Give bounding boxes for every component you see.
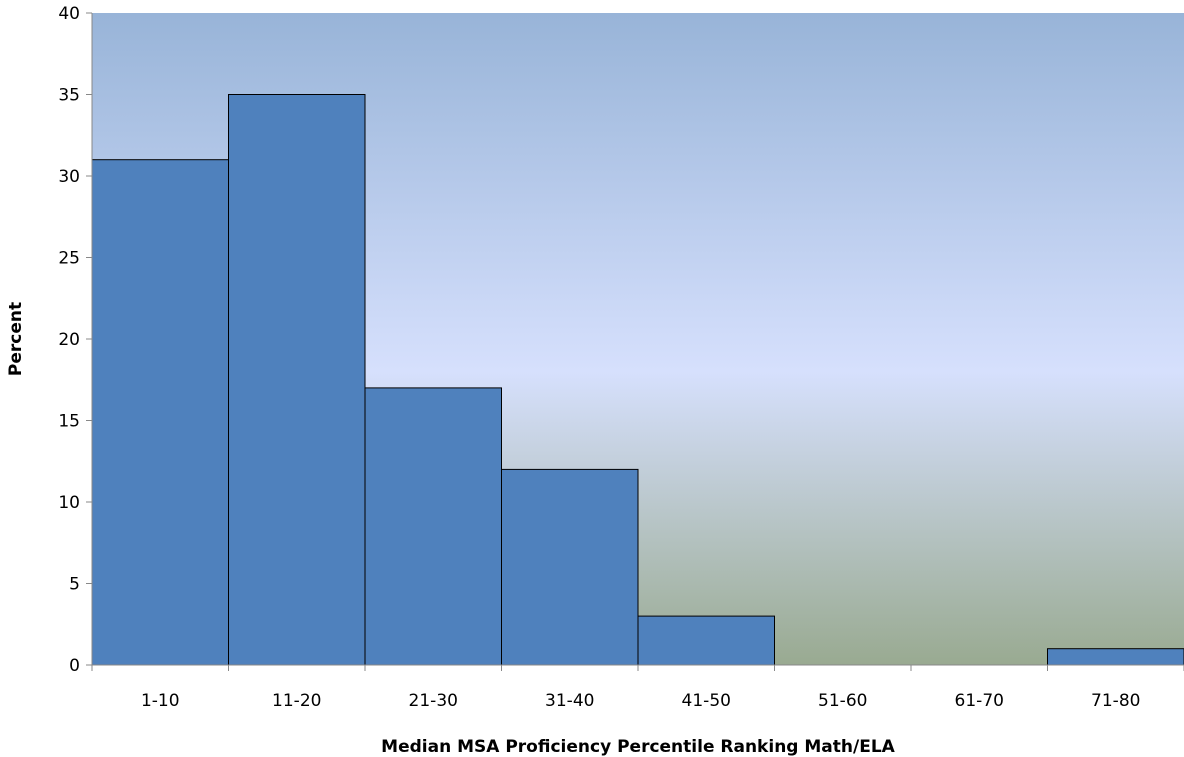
y-tick-label: 20 <box>58 330 80 350</box>
x-axis-ticks: 1-10 11-20 21-30 31-40 41-50 51-60 61-70 71-80 <box>92 665 1184 711</box>
y-tick-label: 40 <box>58 4 80 24</box>
x-tick-label-51-60: 51-60 <box>818 691 867 711</box>
y-tick-label: 25 <box>58 249 80 269</box>
x-tick-label-21-30: 21-30 <box>409 691 458 711</box>
bar-11-20 <box>229 95 366 666</box>
bar-21-30 <box>365 388 502 665</box>
x-axis-title: Median MSA Proficiency Percentile Rankin… <box>381 737 895 757</box>
x-tick-label-71-80: 71-80 <box>1091 691 1140 711</box>
x-tick-label-1-10: 1-10 <box>141 691 180 711</box>
y-axis-ticks: 0 5 10 15 20 25 30 35 40 <box>58 4 92 676</box>
bar-71-80 <box>1048 649 1184 665</box>
y-tick-label: 5 <box>69 575 80 595</box>
bar-31-40 <box>502 469 639 665</box>
x-tick-label-41-50: 41-50 <box>682 691 731 711</box>
y-axis-title: Percent <box>6 302 26 376</box>
x-tick-label-31-40: 31-40 <box>545 691 594 711</box>
y-tick-label: 35 <box>58 86 80 106</box>
y-tick-label: 0 <box>69 656 80 676</box>
y-tick-label: 15 <box>58 412 80 432</box>
bar-1-10 <box>92 160 229 665</box>
y-tick-label: 30 <box>58 167 80 187</box>
x-tick-label-11-20: 11-20 <box>272 691 321 711</box>
y-tick-label: 10 <box>58 493 80 513</box>
bar-41-50 <box>638 616 775 665</box>
x-tick-label-61-70: 61-70 <box>955 691 1004 711</box>
